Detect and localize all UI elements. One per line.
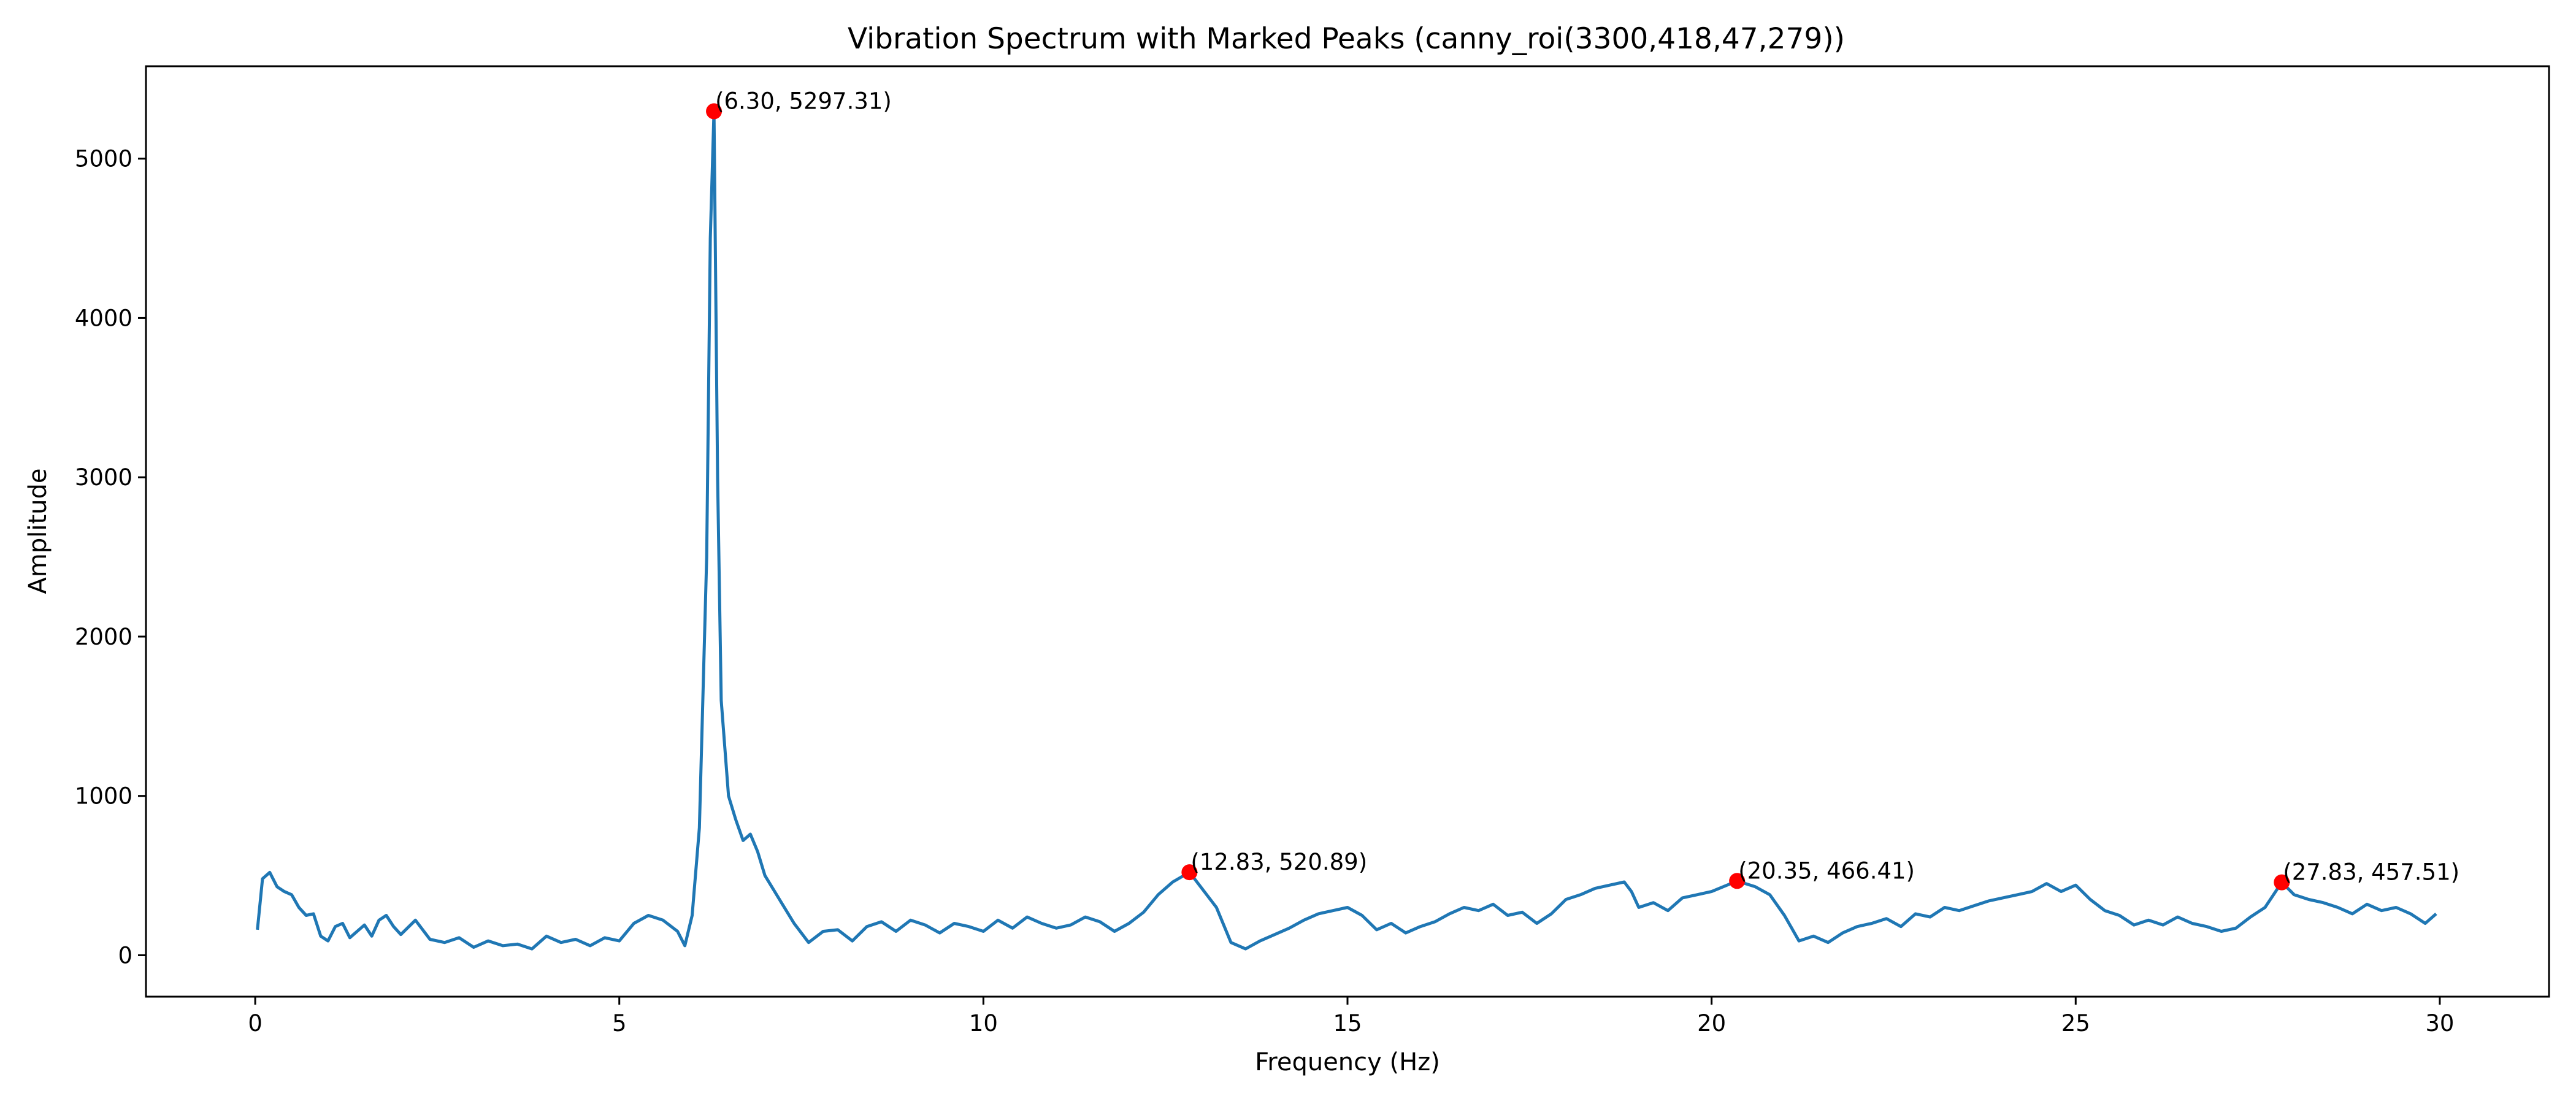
x-tick-label: 15 (1333, 1010, 1362, 1037)
x-tick-label: 5 (612, 1010, 627, 1037)
y-tick-label: 2000 (75, 624, 132, 650)
x-tick-label: 30 (2425, 1010, 2454, 1037)
y-tick-label: 5000 (75, 146, 132, 172)
peak-label: (6.30, 5297.31) (715, 88, 892, 114)
peak-label: (27.83, 457.51) (2283, 859, 2459, 886)
peak-marker (1729, 873, 1746, 889)
chart-title: Vibration Spectrum with Marked Peaks (ca… (848, 22, 1845, 56)
peak-marker (1181, 864, 1198, 881)
peak-marker (706, 103, 723, 120)
y-tick-label: 3000 (75, 464, 132, 491)
plot-area: (6.30, 5297.31) (12.83, 520.89) (20.35, 46… (145, 65, 2550, 998)
y-tick-label: 1000 (75, 783, 132, 810)
peak-label: (12.83, 520.89) (1190, 849, 1367, 875)
x-axis-label: Frequency (Hz) (1255, 1048, 1440, 1076)
peak-marker (2274, 874, 2290, 891)
y-tick-label: 4000 (75, 305, 132, 331)
x-tick-label: 0 (248, 1010, 263, 1037)
spectrum-line (256, 110, 2437, 951)
y-axis: 0 1000 2000 3000 4000 5000 (75, 146, 146, 968)
x-tick-label: 20 (1697, 1010, 1726, 1037)
x-tick-label: 10 (969, 1010, 998, 1037)
peak-label: (20.35, 466.41) (1738, 857, 1915, 884)
y-tick-label: 0 (118, 942, 132, 968)
x-axis: 0 5 10 15 20 25 30 (248, 997, 2454, 1037)
y-axis-label: Amplitude (24, 469, 52, 594)
x-tick-label: 25 (2061, 1010, 2090, 1037)
peak-markers: (6.30, 5297.31) (12.83, 520.89) (20.35, 46… (706, 88, 2459, 891)
